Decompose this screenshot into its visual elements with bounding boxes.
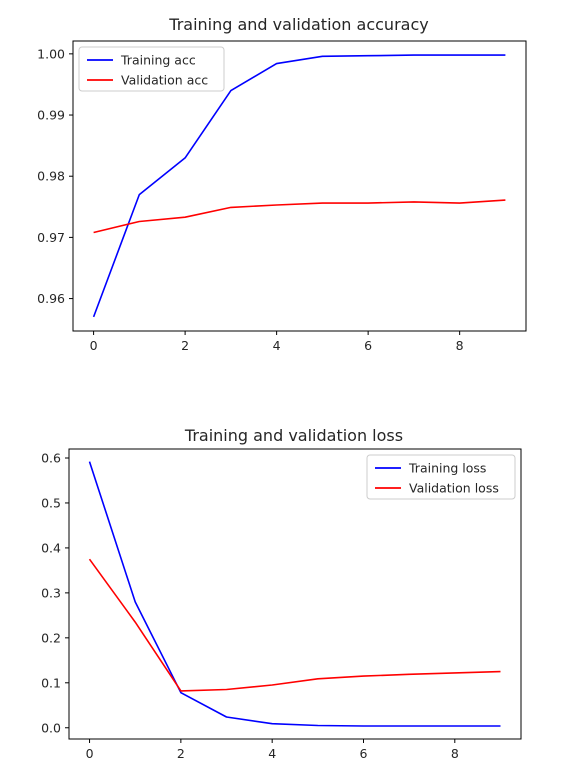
accuracy-x-tick-label: 8 <box>456 338 464 353</box>
accuracy-x-tick-label: 4 <box>273 338 281 353</box>
loss-plot-frame <box>68 448 522 740</box>
accuracy-x-tick-label: 0 <box>90 338 98 353</box>
accuracy-y-tick-label: 0.96 <box>37 291 65 306</box>
loss-y-tick-label: 0.0 <box>41 720 61 735</box>
accuracy-chart: Training and validation accuracy 0 2 4 6 8 0.… <box>37 15 527 353</box>
loss-axis-ticks: 0 2 4 6 8 0.0 0.1 0.2 0.3 0.4 0.5 0.6 <box>41 450 459 761</box>
loss-y-tick-label: 0.2 <box>41 630 61 645</box>
accuracy-y-tick-label: 0.99 <box>37 108 65 123</box>
loss-x-tick-label: 0 <box>86 746 94 761</box>
accuracy-series-line-validation <box>93 199 506 234</box>
loss-legend-label: Training loss <box>408 461 486 476</box>
accuracy-chart-title: Training and validation accuracy <box>168 15 428 34</box>
accuracy-legend: Training acc Validation acc <box>78 46 225 92</box>
loss-series-line-training <box>88 461 501 727</box>
loss-series-line-validation <box>88 558 501 692</box>
loss-legend-label: Validation loss <box>409 481 499 496</box>
accuracy-legend-label: Validation acc <box>121 73 208 88</box>
accuracy-legend-box <box>78 46 225 92</box>
loss-series-lines <box>88 461 501 727</box>
loss-y-tick-label: 0.6 <box>41 450 61 465</box>
accuracy-x-tick-label: 6 <box>364 338 372 353</box>
loss-legend: Training loss Validation loss <box>366 454 516 500</box>
accuracy-series-lines <box>92 54 506 318</box>
accuracy-y-tick-label: 0.97 <box>37 230 65 245</box>
loss-y-tick-label: 0.1 <box>41 675 61 690</box>
loss-x-tick-label: 4 <box>268 746 276 761</box>
loss-x-tick-label: 2 <box>177 746 185 761</box>
loss-x-tick-label: 8 <box>451 746 459 761</box>
accuracy-y-tick-label: 1.00 <box>37 46 65 61</box>
loss-legend-box <box>366 454 516 500</box>
accuracy-x-tick-label: 2 <box>181 338 189 353</box>
loss-chart-title: Training and validation loss <box>184 426 403 445</box>
accuracy-y-tick-label: 0.98 <box>37 169 65 184</box>
loss-x-tick-label: 6 <box>360 746 368 761</box>
accuracy-plot-frame <box>72 40 527 332</box>
loss-y-tick-label: 0.5 <box>41 495 61 510</box>
accuracy-axis-ticks: 0 2 4 6 8 0.96 0.97 0.98 0.99 1.00 <box>37 46 464 353</box>
accuracy-legend-label: Training acc <box>120 53 196 68</box>
accuracy-series-line-training <box>92 54 506 318</box>
loss-y-tick-label: 0.4 <box>41 540 61 555</box>
loss-y-tick-label: 0.3 <box>41 585 61 600</box>
loss-chart: Training and validation loss 0 2 4 6 8 0.0 0.1… <box>41 426 522 761</box>
